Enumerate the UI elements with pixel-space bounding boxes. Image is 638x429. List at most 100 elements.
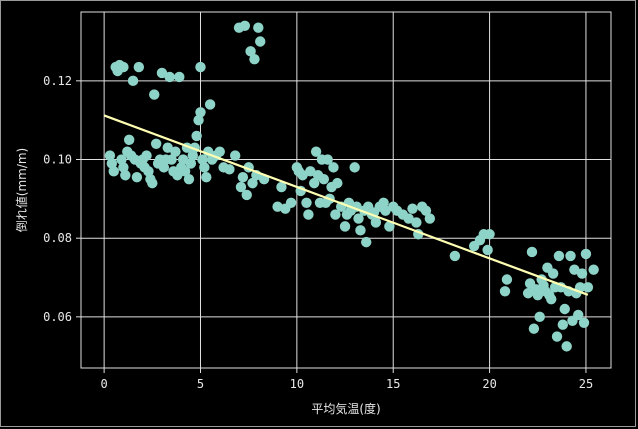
data-point bbox=[553, 250, 565, 262]
y-axis-label: 倒れ値(mm/m) bbox=[14, 148, 29, 232]
data-point bbox=[229, 150, 241, 161]
data-point bbox=[370, 217, 382, 228]
x-tick-label: 25 bbox=[579, 377, 593, 391]
data-point bbox=[131, 172, 143, 183]
data-point bbox=[104, 150, 116, 161]
data-point bbox=[204, 99, 216, 110]
data-point bbox=[123, 134, 135, 146]
data-point bbox=[378, 197, 389, 208]
data-point bbox=[158, 162, 170, 173]
data-point bbox=[245, 46, 256, 57]
data-point bbox=[164, 71, 175, 83]
data-point bbox=[276, 181, 287, 193]
data-point bbox=[199, 162, 210, 173]
data-point bbox=[353, 213, 364, 224]
axis-ticks: 0 5 10 15 20 25 0.06 0.08 0.10 0.12 bbox=[43, 74, 593, 391]
data-point bbox=[588, 264, 599, 275]
data-point bbox=[133, 61, 145, 73]
data-point bbox=[191, 130, 202, 142]
data-point bbox=[156, 67, 168, 79]
data-point bbox=[108, 166, 119, 177]
data-point bbox=[546, 293, 557, 305]
data-point bbox=[580, 248, 592, 260]
data-point bbox=[573, 309, 584, 321]
x-tick-label: 15 bbox=[386, 377, 400, 391]
data-point bbox=[214, 146, 225, 157]
data-point bbox=[224, 164, 235, 175]
data-point bbox=[285, 197, 297, 208]
x-axis-label: 平均気温(度) bbox=[311, 401, 380, 416]
data-point bbox=[557, 319, 569, 330]
data-point bbox=[528, 323, 540, 334]
data-point bbox=[187, 150, 198, 161]
data-point bbox=[420, 205, 432, 216]
data-point bbox=[576, 268, 588, 279]
data-point bbox=[328, 162, 339, 173]
data-point bbox=[501, 274, 513, 285]
data-point bbox=[179, 166, 191, 177]
x-tick-label: 5 bbox=[197, 377, 204, 391]
data-point bbox=[582, 282, 594, 293]
data-point bbox=[526, 246, 538, 258]
data-point bbox=[255, 36, 266, 47]
data-point bbox=[106, 158, 118, 169]
data-point bbox=[193, 114, 204, 126]
data-point bbox=[116, 154, 127, 165]
data-point bbox=[361, 236, 372, 248]
data-point bbox=[249, 54, 260, 65]
data-point bbox=[237, 172, 249, 183]
data-point bbox=[309, 177, 320, 189]
data-point bbox=[578, 317, 590, 328]
data-point bbox=[339, 221, 351, 232]
data-point bbox=[166, 154, 177, 165]
data-point bbox=[177, 154, 189, 165]
data-point bbox=[195, 61, 206, 73]
regression-fit bbox=[103, 114, 589, 296]
data-point bbox=[197, 154, 208, 165]
x-tick-label: 10 bbox=[290, 377, 304, 391]
plot-area bbox=[80, 11, 612, 369]
data-point bbox=[172, 170, 183, 181]
data-point bbox=[499, 286, 511, 297]
data-point bbox=[522, 288, 534, 299]
y-tick-label: 0.12 bbox=[43, 74, 72, 88]
data-point bbox=[384, 221, 395, 232]
data-point bbox=[301, 197, 312, 208]
data-point bbox=[170, 146, 181, 157]
data-point bbox=[305, 166, 316, 177]
x-tick-label: 20 bbox=[482, 377, 496, 391]
data-point bbox=[318, 173, 330, 185]
data-point bbox=[162, 142, 173, 153]
data-point bbox=[174, 71, 185, 83]
data-point bbox=[534, 311, 545, 323]
data-point bbox=[120, 170, 131, 181]
data-point bbox=[241, 189, 252, 201]
data-point bbox=[424, 213, 436, 224]
data-point bbox=[569, 264, 580, 275]
data-point bbox=[332, 177, 343, 189]
data-point bbox=[195, 107, 206, 118]
data-point bbox=[322, 154, 333, 165]
data-point bbox=[484, 229, 495, 240]
data-point bbox=[201, 172, 212, 183]
data-point bbox=[565, 250, 576, 262]
data-points bbox=[104, 20, 599, 352]
data-point bbox=[118, 162, 129, 173]
data-point bbox=[253, 22, 264, 33]
data-point bbox=[149, 89, 160, 100]
data-point bbox=[532, 290, 543, 301]
data-point bbox=[380, 205, 391, 216]
data-point bbox=[247, 177, 258, 189]
data-point bbox=[411, 217, 422, 228]
data-point bbox=[297, 170, 308, 181]
data-point bbox=[147, 177, 158, 189]
grid bbox=[81, 12, 611, 368]
data-point bbox=[561, 341, 572, 352]
x-tick-label: 0 bbox=[101, 377, 108, 391]
data-point bbox=[330, 209, 341, 220]
y-tick-label: 0.06 bbox=[43, 310, 72, 324]
data-point bbox=[185, 158, 197, 169]
data-point bbox=[127, 75, 139, 87]
data-point bbox=[349, 162, 360, 173]
